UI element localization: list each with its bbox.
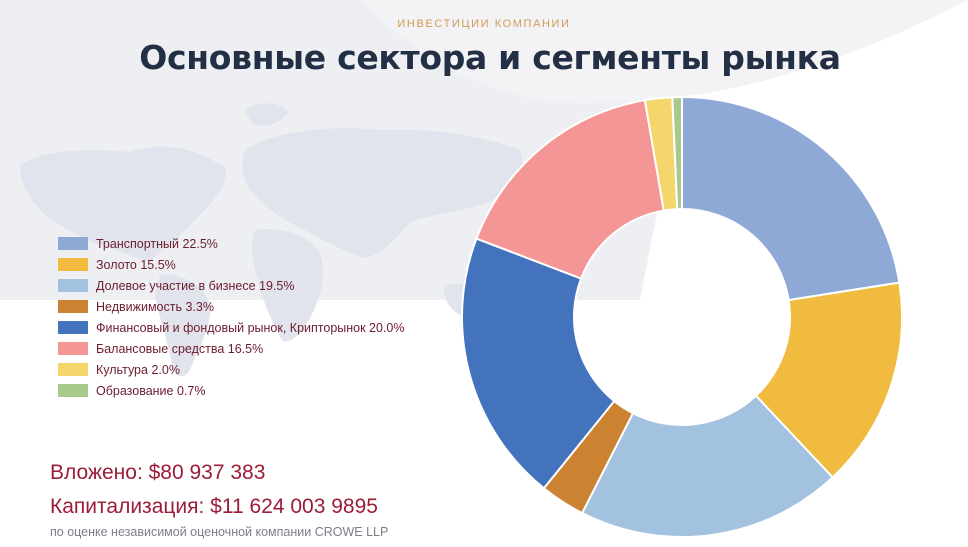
invested-amount: Вложено: $80 937 383 — [50, 461, 266, 484]
page-title: Основные сектора и сегменты рынка — [139, 38, 841, 77]
donut-chart — [461, 95, 903, 538]
legend-label: Культура 2.0% — [96, 362, 180, 377]
legend-label: Образование 0.7% — [96, 383, 206, 398]
legend-item: Культура 2.0% — [58, 359, 405, 380]
legend-swatch — [58, 300, 88, 313]
legend-item: Золото 15.5% — [58, 254, 405, 275]
donut-slice — [475, 99, 665, 280]
donut-slice — [461, 237, 616, 490]
donut-slice — [671, 95, 683, 211]
legend-label: Транспортный 22.5% — [96, 236, 218, 251]
legend-swatch — [58, 258, 88, 271]
legend-label: Долевое участие в бизнесе 19.5% — [96, 278, 295, 293]
legend-label: Недвижимость 3.3% — [96, 299, 214, 314]
legend-item: Недвижимость 3.3% — [58, 296, 405, 317]
donut-slice — [754, 281, 903, 479]
chart-legend: Транспортный 22.5% Золото 15.5% Долевое уч… — [58, 233, 405, 401]
capitalization-amount: Капитализация: $11 624 003 9895 — [50, 495, 378, 518]
legend-item: Финансовый и фондовый рынок, Крипторынок… — [58, 317, 405, 338]
legend-swatch — [58, 363, 88, 376]
donut-slice — [681, 95, 901, 302]
legend-label: Финансовый и фондовый рынок, Крипторынок… — [96, 320, 405, 335]
legend-label: Балансовые средства 16.5% — [96, 341, 264, 356]
donut-slice — [580, 394, 835, 538]
legend-swatch — [58, 384, 88, 397]
legend-item: Долевое участие в бизнесе 19.5% — [58, 275, 405, 296]
legend-swatch — [58, 237, 88, 250]
legend-label: Золото 15.5% — [96, 257, 176, 272]
legend-swatch — [58, 279, 88, 292]
legend-swatch — [58, 342, 88, 355]
legend-item: Транспортный 22.5% — [58, 233, 405, 254]
legend-swatch — [58, 321, 88, 334]
legend-item: Образование 0.7% — [58, 380, 405, 401]
legend-item: Балансовые средства 16.5% — [58, 338, 405, 359]
valuation-note: по оценке независимой оценочной компании… — [50, 525, 389, 539]
section-eyebrow: ИНВЕСТИЦИИ КОМПАНИИ — [397, 18, 571, 30]
